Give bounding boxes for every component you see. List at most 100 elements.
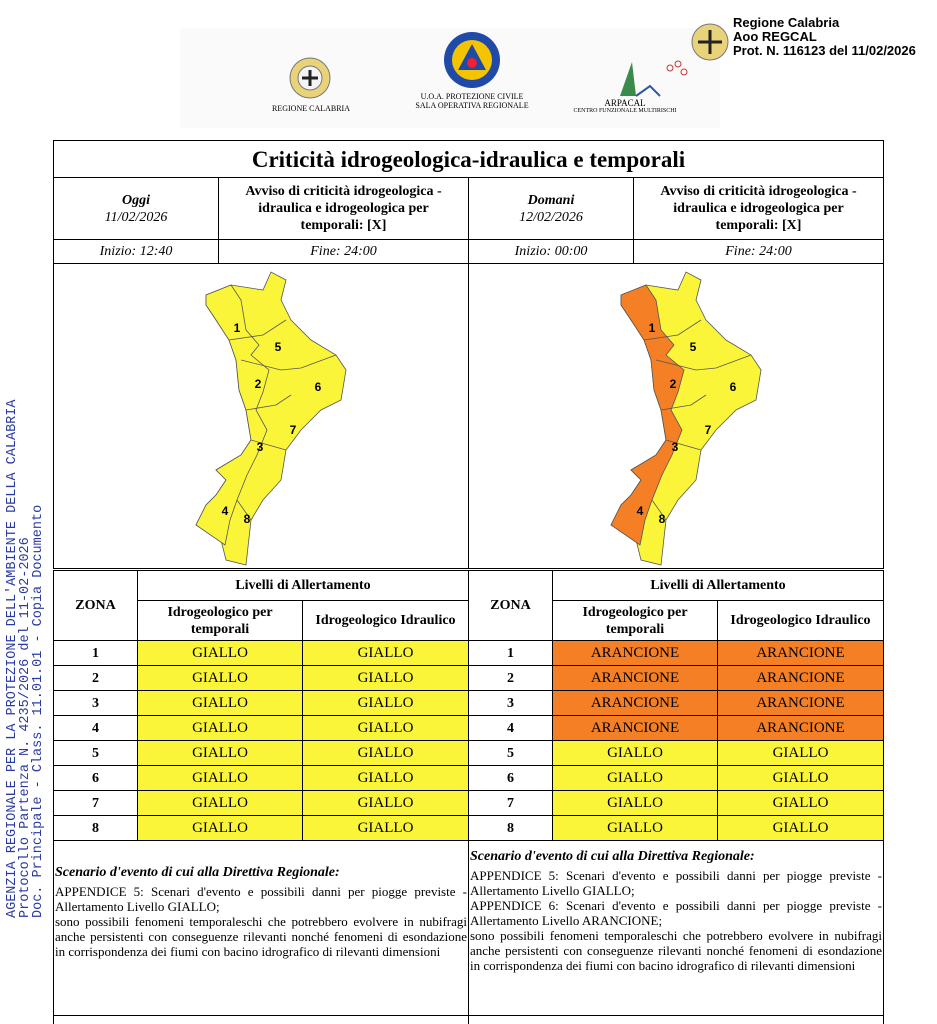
stamp-line: Regione Calabria (733, 15, 840, 30)
zone-border (250, 439, 287, 451)
map-cell: 1 5 2 6 7 3 4 8 (468, 263, 884, 569)
zone-label: 6 (315, 380, 322, 394)
logo-caption: ARPACAL CENTRO FUNZIONALE MULTIRISCHI (570, 98, 680, 114)
notice: Avviso di criticità idrogeologica - idra… (218, 177, 469, 240)
day-name: Domani (527, 192, 575, 208)
zone-border (651, 499, 667, 521)
zone-label: 4 (637, 504, 644, 518)
scenario-title: Scenario d'evento di cui alla Direttiva … (470, 849, 755, 864)
level-cell: GIALLO (302, 715, 469, 741)
zone-cell: 8 (53, 815, 138, 841)
level-cell: GIALLO (137, 640, 303, 666)
zone-cell: 6 (468, 765, 553, 791)
start-time: Inizio: 12:40 (53, 239, 219, 264)
zone-border (665, 439, 702, 451)
level-cell: ARANCIONE (717, 665, 884, 691)
logo-caption: REGIONE CALABRIA (272, 104, 350, 113)
day-cell: Oggi 11/02/2026 (53, 177, 219, 240)
west-zones (610, 284, 685, 546)
stamp-line: Prot. N. 116123 del 11/02/2026 (733, 43, 916, 58)
zone-header: ZONA (53, 570, 138, 641)
zone-cell: 6 (53, 765, 138, 791)
column-header: Idrogeologico Idraulico (717, 600, 884, 641)
arpacal-logo (620, 60, 688, 97)
scenario-title: Scenario d'evento di cui alla Direttiva … (55, 865, 340, 880)
zone-border (240, 354, 337, 371)
day-date: 11/02/2026 (104, 209, 168, 225)
zone-cell: 2 (468, 665, 553, 691)
notice: Avviso di criticità idrogeologica - idra… (633, 177, 884, 240)
level-cell: GIALLO (302, 640, 469, 666)
zone-label: 3 (257, 440, 264, 454)
group-header: Livelli di Allertamento (552, 570, 884, 601)
level-cell: GIALLO (302, 665, 469, 691)
footer-cell (468, 1015, 884, 1024)
scenario: Scenario d'evento di cui alla Direttiva … (53, 840, 469, 1016)
zone-cell: 4 (53, 715, 138, 741)
zone-cell: 5 (468, 740, 553, 766)
level-cell: GIALLO (137, 815, 303, 841)
level-cell: GIALLO (137, 665, 303, 691)
level-cell: GIALLO (717, 765, 884, 791)
zone-cell: 4 (468, 715, 553, 741)
zone-label: 8 (659, 512, 666, 526)
regione-logo (289, 57, 331, 99)
zone-label: 5 (275, 340, 282, 354)
column-header: Idrogeologico Idraulico (302, 600, 469, 641)
zone-label: 3 (672, 440, 679, 454)
zone-label: 4 (222, 504, 229, 518)
zone-cell: 7 (53, 790, 138, 816)
logo-strip (180, 28, 720, 128)
zone-border (643, 319, 702, 341)
level-cell: GIALLO (302, 690, 469, 716)
zone-cell: 1 (468, 640, 553, 666)
zone-map: 1 5 2 6 7 3 4 8 (195, 271, 347, 566)
zone-cell: 8 (468, 815, 553, 841)
level-cell: GIALLO (137, 765, 303, 791)
zone-label: 7 (705, 423, 712, 437)
side-stamp: AGENZIA REGIONALE PER LA PROTEZIONE DELL… (5, 400, 46, 918)
level-cell: ARANCIONE (717, 640, 884, 666)
scenario: Scenario d'evento di cui alla Direttiva … (468, 840, 884, 1016)
stamp-line: Aoo REGCAL (733, 29, 817, 44)
scenario-text: APPENDICE 5: Scenari d'evento e possibil… (55, 884, 467, 914)
caption-line: U.O.A. PROTEZIONE CIVILE (420, 92, 524, 101)
footer-cell (53, 1015, 469, 1024)
logo-caption: U.O.A. PROTEZIONE CIVILE SALA OPERATIVA R… (402, 92, 542, 110)
level-cell: ARANCIONE (717, 690, 884, 716)
scenario-text: sono possibili fenomeni temporaleschi ch… (470, 928, 882, 973)
zone-border (236, 499, 252, 521)
level-cell: GIALLO (302, 815, 469, 841)
column-header: Idrogeologico per temporali (137, 600, 303, 641)
zone-label: 2 (670, 377, 677, 391)
level-cell: GIALLO (717, 740, 884, 766)
level-cell: GIALLO (302, 790, 469, 816)
day-cell: Domani 12/02/2026 (468, 177, 634, 240)
end-time: Fine: 24:00 (218, 239, 469, 264)
protocol-stamp: Regione Calabria Aoo REGCAL Prot. N. 11612… (733, 16, 916, 58)
level-cell: GIALLO (302, 765, 469, 791)
scenario-text: sono possibili fenomeni temporaleschi ch… (55, 914, 467, 959)
level-cell: ARANCIONE (717, 715, 884, 741)
west-zones (195, 284, 270, 546)
column-header: Idrogeologico per temporali (552, 600, 718, 641)
scenario-text: APPENDICE 6: Scenari d'evento e possibil… (470, 898, 882, 928)
level-cell: GIALLO (137, 790, 303, 816)
level-cell: GIALLO (552, 790, 718, 816)
level-cell: GIALLO (137, 690, 303, 716)
zone-cell: 2 (53, 665, 138, 691)
level-cell: GIALLO (552, 815, 718, 841)
zone-border (655, 354, 752, 371)
level-cell: ARANCIONE (552, 715, 718, 741)
zone-cell: 1 (53, 640, 138, 666)
level-cell: GIALLO (552, 740, 718, 766)
level-cell: GIALLO (552, 765, 718, 791)
level-cell: ARANCIONE (552, 640, 718, 666)
day-name: Oggi (122, 192, 150, 208)
zone-cell: 5 (53, 740, 138, 766)
zone-label: 1 (649, 321, 656, 335)
caption-line: SALA OPERATIVA REGIONALE (415, 101, 529, 110)
protezione-logo (444, 32, 500, 88)
zone-cell: 3 (468, 690, 553, 716)
